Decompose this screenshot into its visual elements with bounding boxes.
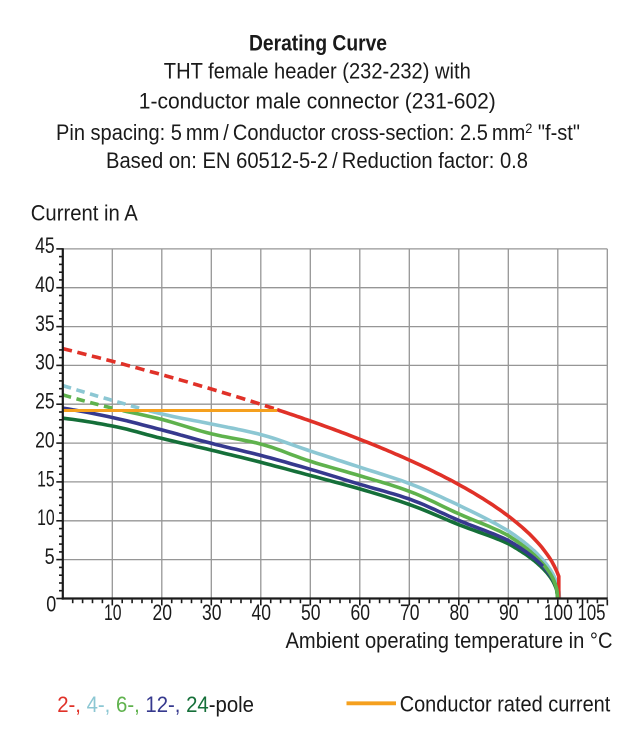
svg-text:25: 25 xyxy=(35,389,55,414)
svg-text:Pin spacing: 5 mm / Conductor: Pin spacing: 5 mm / Conductor cross-sect… xyxy=(56,120,580,145)
svg-text:90: 90 xyxy=(499,600,519,625)
svg-text:35: 35 xyxy=(35,311,55,336)
svg-text:30: 30 xyxy=(35,350,55,375)
svg-text:1-conductor male connector (23: 1-conductor male connector (231-602) xyxy=(139,89,496,114)
svg-text:Ambient operating temperature: Ambient operating temperature in °C xyxy=(286,628,613,653)
svg-text:0: 0 xyxy=(46,592,56,617)
svg-text:50: 50 xyxy=(301,600,321,625)
svg-text:20: 20 xyxy=(153,600,173,625)
svg-text:THT female header (232-232) wi: THT female header (232-232) with xyxy=(164,59,471,84)
svg-text:Based on: EN 60512-5-2 / Reduc: Based on: EN 60512-5-2 / Reduction facto… xyxy=(106,148,528,173)
svg-text:105: 105 xyxy=(578,600,606,625)
svg-text:Derating Curve: Derating Curve xyxy=(249,30,387,55)
svg-text:60: 60 xyxy=(351,600,371,625)
svg-text:80: 80 xyxy=(450,600,470,625)
svg-text:10: 10 xyxy=(37,505,55,530)
svg-text:10: 10 xyxy=(104,600,122,625)
svg-text:40: 40 xyxy=(35,272,55,297)
svg-text:Conductor rated current: Conductor rated current xyxy=(400,692,611,717)
svg-text:Current in A: Current in A xyxy=(31,200,138,225)
svg-text:20: 20 xyxy=(35,427,55,452)
svg-text:15: 15 xyxy=(37,466,55,491)
svg-text:45: 45 xyxy=(35,233,55,258)
svg-text:40: 40 xyxy=(252,600,272,625)
svg-text:100: 100 xyxy=(544,600,573,625)
svg-text:5: 5 xyxy=(45,544,55,569)
svg-text:2-, 4-, 6-, 12-, 24-pole: 2-, 4-, 6-, 12-, 24-pole xyxy=(57,692,254,717)
svg-text:30: 30 xyxy=(202,600,222,625)
svg-text:70: 70 xyxy=(400,600,420,625)
